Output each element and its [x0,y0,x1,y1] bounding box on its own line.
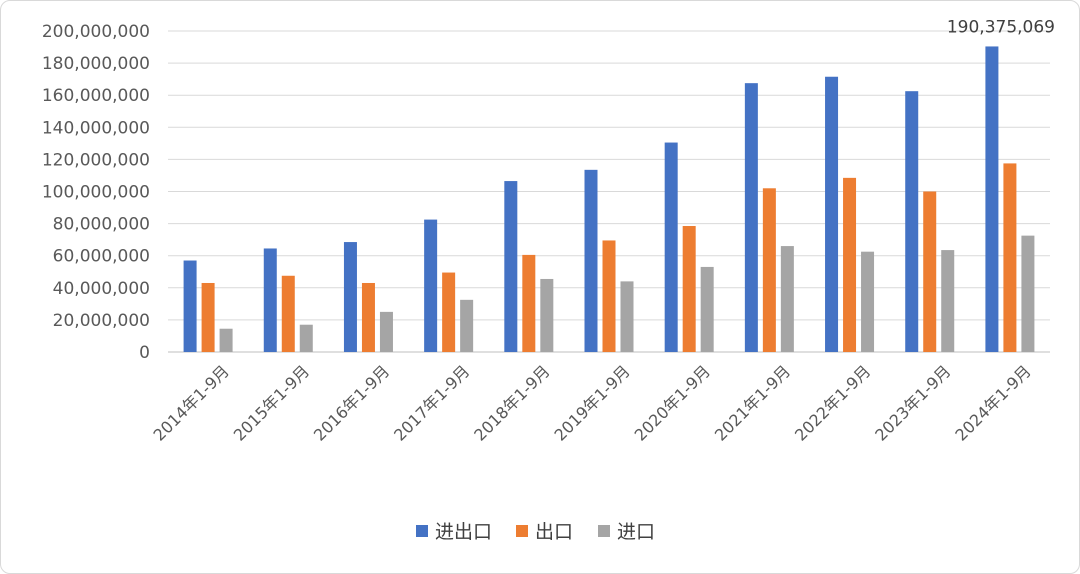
bar-import [540,278,554,352]
data-labels: 190,375,069 [947,17,1055,37]
x-tick-label: 2017年1-9月 [390,361,473,444]
x-tick-label: 2022年1-9月 [791,361,874,444]
bar-total [504,181,518,352]
bar-import [299,324,313,352]
bar-export [602,240,616,352]
data-label: 190,375,069 [947,17,1055,37]
bar-export [442,272,456,352]
legend-swatch [598,525,610,537]
bar-import [620,281,634,352]
y-tick-label: 200,000,000 [42,22,150,42]
bar-total [343,242,357,352]
x-tick-label: 2023年1-9月 [871,361,954,444]
y-tick-label: 80,000,000 [53,215,150,235]
bars [183,46,1035,353]
bar-total [584,169,598,352]
bar-export [762,188,776,352]
y-tick-label: 100,000,000 [42,183,150,203]
y-tick-label: 120,000,000 [42,150,150,170]
y-tick-label: 60,000,000 [53,247,150,267]
legend-label: 进口 [617,521,655,543]
bar-import [379,311,393,352]
x-tick-label: 2014年1-9月 [150,361,233,444]
bar-total [744,83,758,352]
x-tick-label: 2016年1-9月 [310,361,393,444]
bar-import [219,328,233,352]
bar-import [1021,235,1035,352]
bar-total [424,219,438,352]
x-tick-label: 2018年1-9月 [470,361,553,444]
bar-export [522,254,536,352]
y-tick-label: 40,000,000 [53,279,150,299]
legend-label: 出口 [535,521,573,543]
bar-total [985,46,999,353]
x-tick-label: 2020年1-9月 [631,361,714,444]
y-tick-label: 0 [139,343,150,363]
x-tick-label: 2015年1-9月 [230,361,313,444]
x-axis-ticks: 2014年1-9月2015年1-9月2016年1-9月2017年1-9月2018… [150,361,1035,444]
bar-export [281,275,295,352]
bar-export [682,226,696,352]
x-tick-label: 2024年1-9月 [951,361,1034,444]
bar-total [825,76,839,353]
x-tick-label: 2019年1-9月 [550,361,633,444]
bar-total [183,260,197,352]
legend-swatch [416,525,428,537]
bar-export [201,282,215,352]
bar-import [780,246,794,352]
legend: 进出口 出口 进口 [416,521,655,543]
bar-import [861,251,875,352]
bar-total [263,248,277,352]
bar-export [843,177,857,352]
y-tick-label: 160,000,000 [42,86,150,106]
bar-import [700,266,714,352]
y-tick-label: 20,000,000 [53,311,150,331]
bar-import [941,250,955,352]
legend-swatch [516,525,528,537]
y-axis-ticks: 0 20,000,000 40,000,000 60,000,000 80,000,00… [42,22,150,363]
bar-export [923,191,937,352]
legend-label: 进出口 [435,521,492,543]
x-tick-label: 2021年1-9月 [711,361,794,444]
bar-total [664,142,678,352]
bar-import [460,299,474,352]
y-tick-label: 180,000,000 [42,54,150,74]
gridlines [168,30,1050,353]
bar-total [905,91,919,352]
bar-export [361,282,375,352]
bar-export [1003,163,1017,352]
y-tick-label: 140,000,000 [42,118,150,138]
